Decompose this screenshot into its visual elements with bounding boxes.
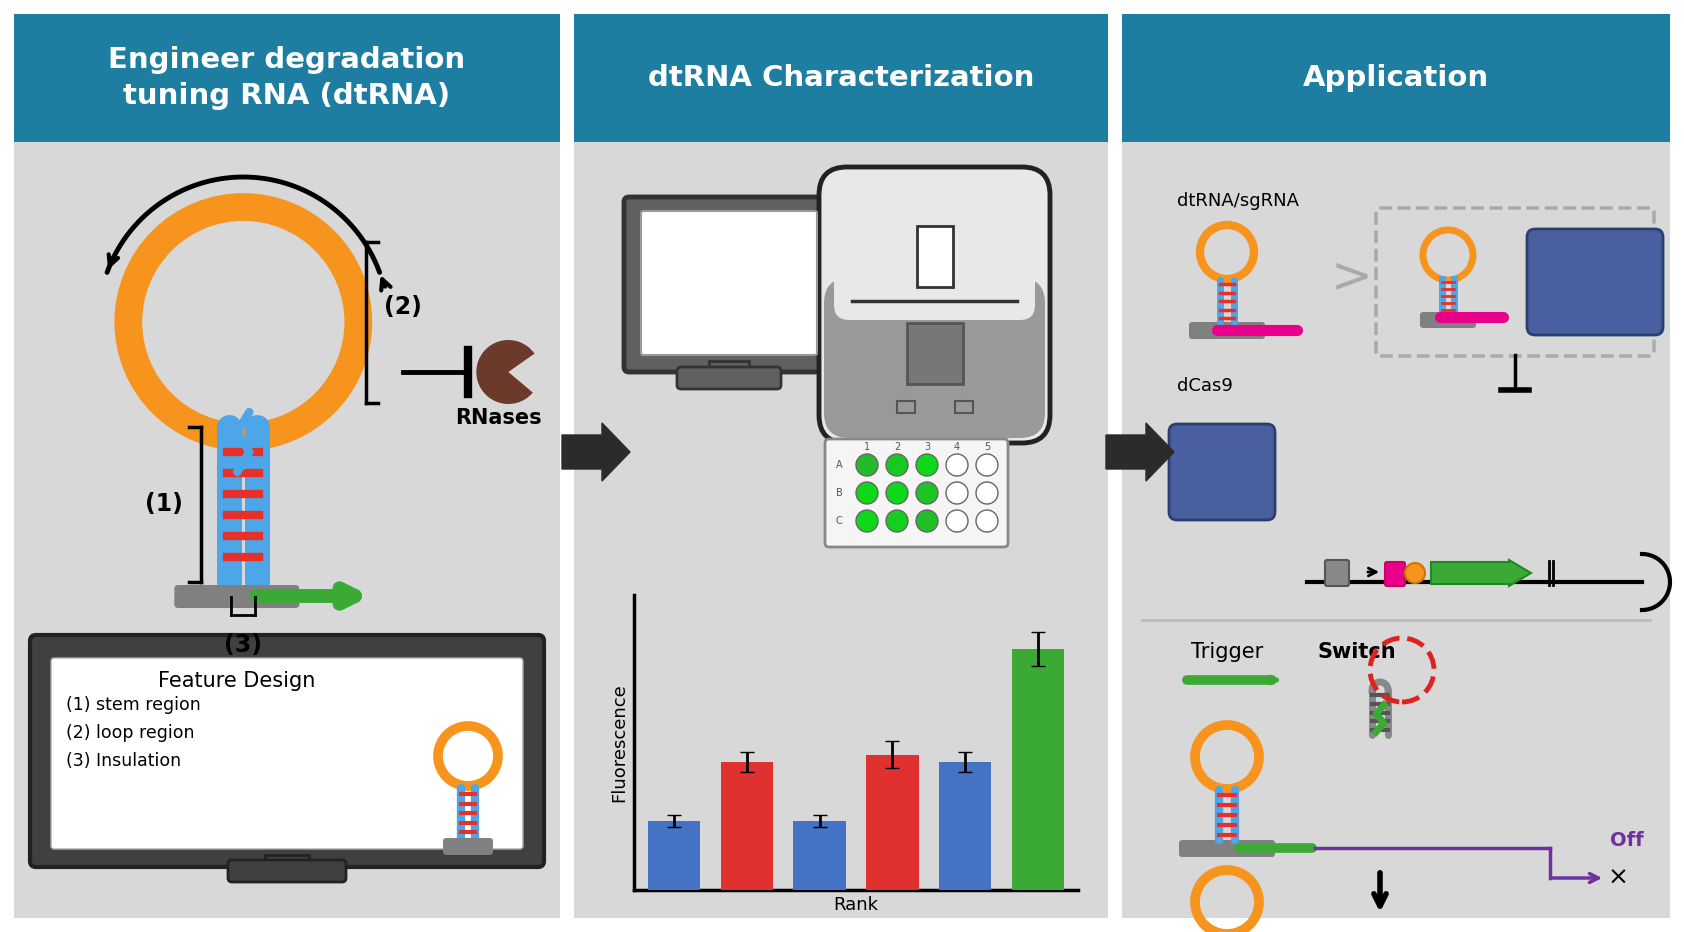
Bar: [793, 821, 845, 890]
FancyBboxPatch shape: [1122, 14, 1671, 918]
Wedge shape: [477, 340, 534, 404]
Circle shape: [916, 510, 938, 532]
Circle shape: [855, 482, 877, 504]
FancyBboxPatch shape: [443, 838, 493, 855]
Bar: [940, 762, 992, 890]
Circle shape: [977, 482, 999, 504]
Circle shape: [1404, 563, 1425, 583]
Text: (2) loop region: (2) loop region: [66, 724, 194, 742]
Circle shape: [886, 482, 908, 504]
FancyBboxPatch shape: [677, 367, 781, 389]
FancyBboxPatch shape: [227, 860, 345, 882]
Text: ×: ×: [1608, 866, 1628, 890]
Text: Engineer degradation
tuning RNA (dtRNA): Engineer degradation tuning RNA (dtRNA): [108, 47, 465, 110]
Text: 2: 2: [894, 442, 901, 452]
FancyArrow shape: [562, 423, 630, 481]
Y-axis label: Fluorescence: Fluorescence: [610, 683, 628, 802]
FancyBboxPatch shape: [1179, 840, 1275, 857]
Text: Switch: Switch: [1317, 642, 1396, 662]
Circle shape: [886, 454, 908, 476]
FancyBboxPatch shape: [823, 278, 1046, 438]
FancyArrow shape: [1431, 560, 1531, 586]
Circle shape: [916, 482, 938, 504]
FancyBboxPatch shape: [231, 585, 300, 608]
FancyBboxPatch shape: [1527, 229, 1664, 335]
Bar: [13, 14, 561, 142]
FancyBboxPatch shape: [1420, 312, 1475, 328]
FancyBboxPatch shape: [1189, 322, 1265, 339]
Bar: [721, 762, 773, 890]
Text: 3: 3: [925, 442, 930, 452]
Text: Application: Application: [1303, 64, 1489, 92]
Circle shape: [977, 454, 999, 476]
FancyBboxPatch shape: [51, 658, 524, 849]
Bar: [906, 322, 963, 384]
Text: (3): (3): [224, 633, 263, 657]
Text: (2): (2): [384, 295, 423, 319]
Text: 1: 1: [864, 442, 871, 452]
Circle shape: [855, 510, 877, 532]
Circle shape: [916, 454, 938, 476]
Circle shape: [977, 510, 999, 532]
Bar: [574, 14, 1108, 142]
FancyBboxPatch shape: [834, 185, 1036, 320]
Text: Feature Design: Feature Design: [158, 671, 315, 691]
FancyArrow shape: [1106, 423, 1174, 481]
Circle shape: [946, 482, 968, 504]
FancyBboxPatch shape: [625, 197, 834, 372]
Bar: [896, 401, 914, 413]
Bar: [264, 855, 308, 869]
Text: Off: Off: [1610, 830, 1644, 849]
Bar: [916, 226, 953, 287]
Text: dCas9: dCas9: [1177, 377, 1233, 395]
Text: (3) Insulation: (3) Insulation: [66, 752, 182, 770]
Bar: [866, 755, 918, 890]
Text: C: C: [835, 516, 842, 526]
FancyBboxPatch shape: [13, 14, 561, 918]
FancyBboxPatch shape: [825, 439, 1009, 547]
Text: (1): (1): [145, 492, 184, 516]
FancyBboxPatch shape: [642, 211, 817, 355]
Bar: [709, 361, 749, 375]
FancyBboxPatch shape: [175, 585, 234, 608]
Text: A: A: [835, 460, 842, 470]
FancyBboxPatch shape: [1169, 424, 1275, 520]
Bar: [955, 401, 972, 413]
FancyBboxPatch shape: [818, 167, 1051, 443]
FancyBboxPatch shape: [1325, 560, 1349, 586]
Bar: [1012, 649, 1064, 890]
Circle shape: [886, 510, 908, 532]
Bar: [648, 821, 701, 890]
FancyBboxPatch shape: [30, 635, 544, 867]
Text: B: B: [835, 488, 842, 498]
X-axis label: Rank: Rank: [834, 896, 879, 913]
Text: >: >: [1330, 253, 1372, 301]
Text: dtRNA Characterization: dtRNA Characterization: [648, 64, 1034, 92]
Circle shape: [946, 510, 968, 532]
Text: dtRNA/sgRNA: dtRNA/sgRNA: [1177, 192, 1298, 210]
Text: Trigger: Trigger: [1191, 642, 1263, 662]
Text: 5: 5: [983, 442, 990, 452]
Text: (1) stem region: (1) stem region: [66, 696, 200, 714]
Text: 4: 4: [953, 442, 960, 452]
FancyBboxPatch shape: [1384, 562, 1404, 586]
FancyBboxPatch shape: [574, 14, 1108, 918]
Circle shape: [946, 454, 968, 476]
Bar: [1122, 14, 1671, 142]
Circle shape: [855, 454, 877, 476]
Text: RNases: RNases: [455, 408, 542, 428]
